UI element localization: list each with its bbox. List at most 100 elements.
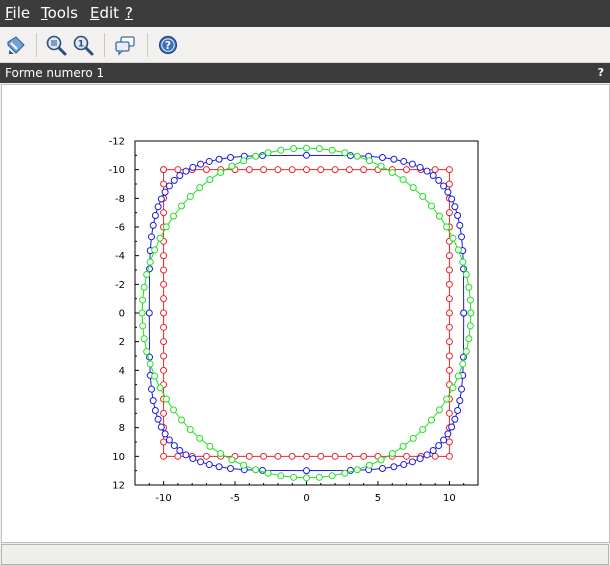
series-point-0	[403, 452, 411, 460]
series-point-1	[147, 385, 155, 393]
series-point-1	[227, 464, 235, 472]
series-point-0	[445, 438, 453, 446]
menu-help-mnemonic: ?	[125, 4, 133, 22]
menu-edit[interactable]: Edit	[90, 4, 119, 22]
series-point-2	[462, 271, 470, 279]
menu-help[interactable]: ?	[125, 4, 133, 22]
series-point-0	[317, 452, 325, 460]
menu-file[interactable]: File	[5, 4, 30, 22]
y-tick-label: 12	[112, 481, 125, 492]
series-point-2	[186, 426, 194, 434]
series-point-2	[399, 176, 407, 184]
x-tick-label: -5	[230, 493, 240, 504]
figure-help-mark[interactable]: ?	[597, 66, 604, 79]
series-point-2	[315, 145, 323, 153]
series-point-2	[303, 144, 310, 152]
series-point-1	[456, 397, 464, 405]
series-point-1	[205, 461, 213, 469]
series-point-0	[445, 409, 453, 417]
series-point-0	[160, 309, 168, 317]
series-point-2	[353, 466, 361, 474]
series-point-0	[160, 438, 168, 446]
series-point-0	[445, 252, 453, 260]
series-point-0	[303, 452, 310, 460]
series-point-1	[303, 151, 310, 159]
series-point-1	[444, 188, 452, 196]
series-point-0	[445, 180, 453, 188]
series-point-0	[431, 452, 439, 460]
series-point-0	[331, 166, 339, 174]
series-point-2	[277, 472, 285, 480]
series-point-1	[176, 446, 184, 454]
help-icon[interactable]: ?	[157, 34, 179, 56]
series-point-1	[145, 309, 153, 317]
series-point-1	[147, 233, 155, 241]
x-tick-label: -10	[155, 493, 171, 504]
zoom-in-icon[interactable]	[45, 34, 67, 56]
datatip-icon[interactable]	[114, 34, 136, 56]
series-point-0	[360, 452, 368, 460]
series-point-0	[274, 452, 282, 460]
axes-box	[134, 140, 479, 486]
series-point-1	[458, 233, 466, 241]
series-point-0	[174, 452, 182, 460]
series-point-1	[157, 423, 165, 431]
series-point-1	[400, 461, 408, 469]
menu-edit-mnemonic: E	[90, 4, 100, 22]
figure-title-bar: Forme numero 1 ?	[0, 63, 610, 83]
plot-svg[interactable]: -10 -5 0 5 10 -12 -10 -8 -6 -4 -2 0 2 4 6 8 10 12	[2, 85, 609, 542]
series-point-2	[303, 474, 310, 482]
series-point-2	[449, 384, 457, 392]
series-point-0	[160, 352, 168, 360]
series-point-1	[435, 442, 443, 450]
series-point-1	[378, 464, 386, 472]
series-point-0	[160, 266, 168, 274]
y-tick-label: 10	[112, 452, 125, 463]
toolbar-separator	[147, 33, 148, 57]
series-point-2	[409, 434, 417, 442]
series-point-0	[445, 338, 453, 346]
series-point-2	[399, 442, 407, 450]
series-point-1	[161, 188, 169, 196]
series-point-0	[174, 166, 182, 174]
select-icon[interactable]	[5, 34, 27, 56]
series-point-1	[429, 446, 437, 454]
series-point-2	[146, 360, 154, 368]
series-point-1	[451, 203, 459, 211]
series-point-0	[303, 166, 310, 174]
status-bar	[1, 544, 609, 565]
series-point-2	[140, 335, 148, 343]
series-point-2	[228, 456, 236, 464]
series-point-1	[176, 172, 184, 180]
series-point-1	[423, 451, 431, 459]
series-point-0	[160, 180, 168, 188]
series-point-1	[408, 160, 416, 168]
series-point-2	[315, 473, 323, 481]
series-point-2	[178, 202, 186, 210]
series-point-2	[140, 283, 148, 291]
series-point-2	[466, 322, 474, 330]
series-point-0	[160, 366, 168, 374]
series-point-0	[160, 209, 168, 217]
series-point-2	[206, 442, 214, 450]
series-point-0	[202, 452, 210, 460]
series-point-0	[331, 452, 339, 460]
series-point-2	[454, 246, 462, 254]
series-point-0	[160, 252, 168, 260]
series-point-2	[170, 406, 178, 414]
series-point-1	[157, 195, 165, 203]
series-line-1	[148, 154, 465, 472]
series-point-1	[170, 442, 178, 450]
graphics-canvas[interactable]: -10 -5 0 5 10 -12 -10 -8 -6 -4 -2 0 2 4 6 8 10 12	[1, 84, 610, 543]
series-point-1	[182, 451, 190, 459]
zoom-fit-icon[interactable]: 1	[72, 34, 94, 56]
menu-tools[interactable]: Tools	[41, 4, 78, 22]
series-point-2	[341, 149, 349, 157]
series-point-0	[445, 309, 453, 317]
series-point-1	[161, 430, 169, 438]
series-point-1	[440, 182, 448, 190]
series-point-2	[139, 296, 147, 304]
series-point-2	[138, 309, 146, 317]
series-point-2	[264, 149, 272, 157]
y-tick-label: -8	[115, 194, 125, 205]
